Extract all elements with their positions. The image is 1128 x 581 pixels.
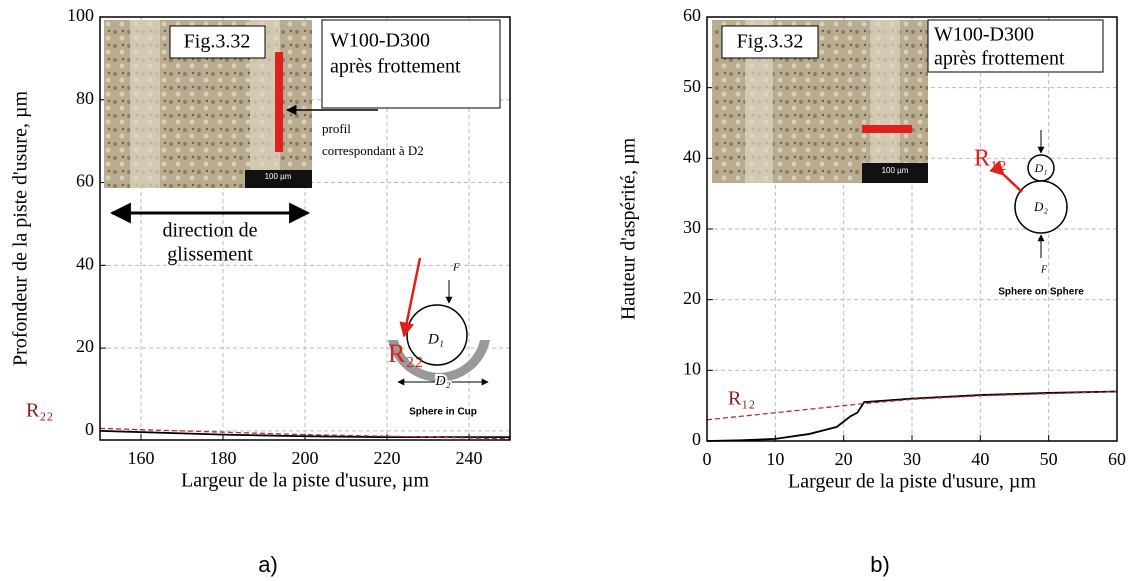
x-tick-label: 220 bbox=[374, 448, 401, 468]
y-tick-label: 0 bbox=[85, 419, 94, 439]
annotation: direction de bbox=[163, 220, 258, 242]
track bbox=[130, 20, 160, 188]
annotation: R₁₂ bbox=[728, 388, 755, 410]
annotation: Sphere on Sphere bbox=[998, 287, 1084, 298]
y-tick-label: 60 bbox=[683, 5, 701, 25]
annotation: D₁ bbox=[427, 331, 444, 347]
sample-label: après frottement bbox=[934, 48, 1065, 70]
x-tick-label: 60 bbox=[1108, 449, 1126, 469]
annotation: F bbox=[1040, 264, 1048, 275]
annotation: glissement bbox=[167, 244, 253, 266]
panel-label: b) bbox=[870, 552, 890, 577]
sample-label: W100-D300 bbox=[934, 24, 1034, 46]
data-line bbox=[706, 390, 1118, 442]
y-tick-label: 60 bbox=[76, 171, 94, 191]
x-tick-label: 50 bbox=[1040, 449, 1058, 469]
scale-label: 100 µm bbox=[882, 166, 909, 175]
fig-box bbox=[721, 25, 819, 59]
x-tick-label: 40 bbox=[971, 449, 989, 469]
annotation: Sphere in Cup bbox=[409, 407, 477, 418]
annotation: F bbox=[452, 262, 460, 274]
x-tick-label: 10 bbox=[766, 449, 784, 469]
x-tick-label: 30 bbox=[903, 449, 921, 469]
radius-arrow bbox=[989, 160, 1023, 193]
x-tick-label: 0 bbox=[703, 449, 712, 469]
note: profil bbox=[322, 121, 351, 136]
annotation: R₂₂ bbox=[388, 339, 423, 368]
y-axis-label: Profondeur de la piste d'usure, µm bbox=[10, 91, 32, 367]
inset-b: Fig.3.32 W100-D300 après frottement 100 … bbox=[712, 19, 1104, 410]
x-axis-label: Largeur de la piste d'usure, µm bbox=[181, 470, 429, 492]
x-axis-label: Largeur de la piste d'usure, µm bbox=[788, 471, 1036, 493]
annotation: D₂ bbox=[1033, 199, 1048, 214]
sample-label: après frottement bbox=[330, 56, 461, 78]
sample-label: W100-D300 bbox=[330, 30, 430, 52]
y-axis-label: Hauteur d'aspérité, µm bbox=[618, 137, 640, 320]
fig-label: Fig.3.32 bbox=[737, 31, 804, 53]
plot-frame bbox=[99, 16, 511, 441]
y-tick-label: 20 bbox=[683, 288, 701, 308]
cup bbox=[388, 340, 490, 382]
fig-label: Fig.3.32 bbox=[184, 31, 251, 53]
inset-a: Fig.3.32 W100-D300 après frottement prof… bbox=[26, 19, 501, 422]
panel-label: a) bbox=[258, 552, 278, 577]
annotation: D₂ bbox=[435, 374, 451, 389]
annotation: R₁₂ bbox=[974, 146, 1007, 172]
data-line bbox=[99, 427, 511, 440]
sphere bbox=[1014, 180, 1068, 234]
sample-box bbox=[321, 19, 501, 109]
y-tick-label: 80 bbox=[76, 88, 94, 108]
y-tick-label: 40 bbox=[76, 253, 94, 273]
plot-frame bbox=[706, 16, 1118, 442]
radius-arrow bbox=[399, 257, 422, 338]
track bbox=[870, 20, 900, 183]
y-tick-label: 0 bbox=[692, 429, 701, 449]
y-tick-label: 20 bbox=[76, 336, 94, 356]
x-tick-label: 240 bbox=[456, 448, 483, 468]
sample-box bbox=[927, 19, 1104, 73]
x-tick-label: 200 bbox=[292, 448, 319, 468]
scale-bar bbox=[862, 163, 928, 183]
x-tick-label: 20 bbox=[835, 449, 853, 469]
y-tick-label: 50 bbox=[683, 76, 701, 96]
data-line bbox=[99, 429, 510, 439]
note: correspondant à D2 bbox=[322, 143, 424, 158]
annotation: R₂₂ bbox=[26, 400, 53, 422]
data-line bbox=[706, 390, 1118, 421]
y-tick-label: 30 bbox=[683, 217, 701, 237]
y-tick-label: 40 bbox=[683, 146, 701, 166]
scale-label: 100 µm bbox=[265, 172, 292, 181]
y-tick-label: 100 bbox=[67, 5, 94, 25]
annotation: D₁ bbox=[1034, 161, 1048, 175]
x-tick-label: 180 bbox=[210, 448, 237, 468]
plot: 0 20 40 60 80 100 160 180 200 220 240 Largeur de la… bbox=[10, 5, 511, 492]
y-tick-label: 10 bbox=[683, 358, 701, 378]
fig-box bbox=[169, 25, 266, 59]
x-tick-label: 160 bbox=[128, 448, 155, 468]
scale-bar bbox=[245, 170, 312, 188]
